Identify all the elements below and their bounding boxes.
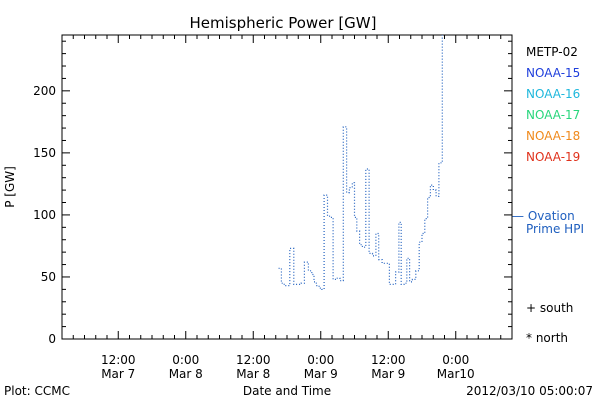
x-tick-label-time: 12:00	[371, 353, 406, 367]
series-ovation-prime-hpi	[278, 35, 443, 290]
series-layer	[278, 35, 443, 290]
x-tick-label-time: 12:00	[101, 353, 136, 367]
legend-ovation-line2: Prime HPI	[526, 222, 584, 236]
y-tick-label: 0	[48, 332, 56, 346]
legend-north-marker: * north	[526, 331, 568, 345]
y-axis: 0 50 100 150 200	[33, 40, 512, 346]
legend-satellite-noaa-16: NOAA-16	[526, 87, 580, 101]
legend-satellite-noaa-17: NOAA-17	[526, 108, 580, 122]
legend-south-marker: + south	[526, 301, 573, 315]
x-tick-label-time: 0:00	[172, 353, 199, 367]
legend-satellite-noaa-15: NOAA-15	[526, 66, 580, 80]
legend: METP-02 NOAA-15 NOAA-16 NOAA-17 NOAA-18 NOAA-…	[512, 45, 584, 345]
x-tick-label-date: Mar 9	[371, 367, 405, 381]
y-tick-label: 100	[33, 208, 56, 222]
y-axis-title: P [GW]	[3, 166, 17, 208]
legend-ovation-line1: — Ovation	[512, 209, 575, 223]
x-tick-label-date: Mar 7	[101, 367, 135, 381]
x-tick-label-time: 0:00	[307, 353, 334, 367]
x-tick-label-time: 0:00	[442, 353, 469, 367]
x-tick-label-date: Mar 8	[169, 367, 203, 381]
x-tick-label-date: Mar10	[437, 367, 475, 381]
footer-left: Plot: CCMC	[4, 384, 70, 398]
x-tick-label-date: Mar 8	[236, 367, 270, 381]
legend-satellite-metp-02: METP-02	[526, 45, 578, 59]
x-tick-label-date: Mar 9	[304, 367, 338, 381]
legend-satellite-noaa-18: NOAA-18	[526, 129, 580, 143]
chart-title: Hemispheric Power [GW]	[190, 14, 377, 32]
footer-right: 2012/03/10 05:00:07	[466, 384, 593, 398]
y-tick-label: 50	[41, 270, 56, 284]
legend-satellite-noaa-19: NOAA-19	[526, 150, 580, 164]
x-axis-title: Date and Time	[243, 384, 331, 398]
x-tick-label-time: 12:00	[236, 353, 271, 367]
y-tick-label: 200	[33, 84, 56, 98]
plot-frame	[61, 34, 513, 340]
y-tick-label: 150	[33, 146, 56, 160]
